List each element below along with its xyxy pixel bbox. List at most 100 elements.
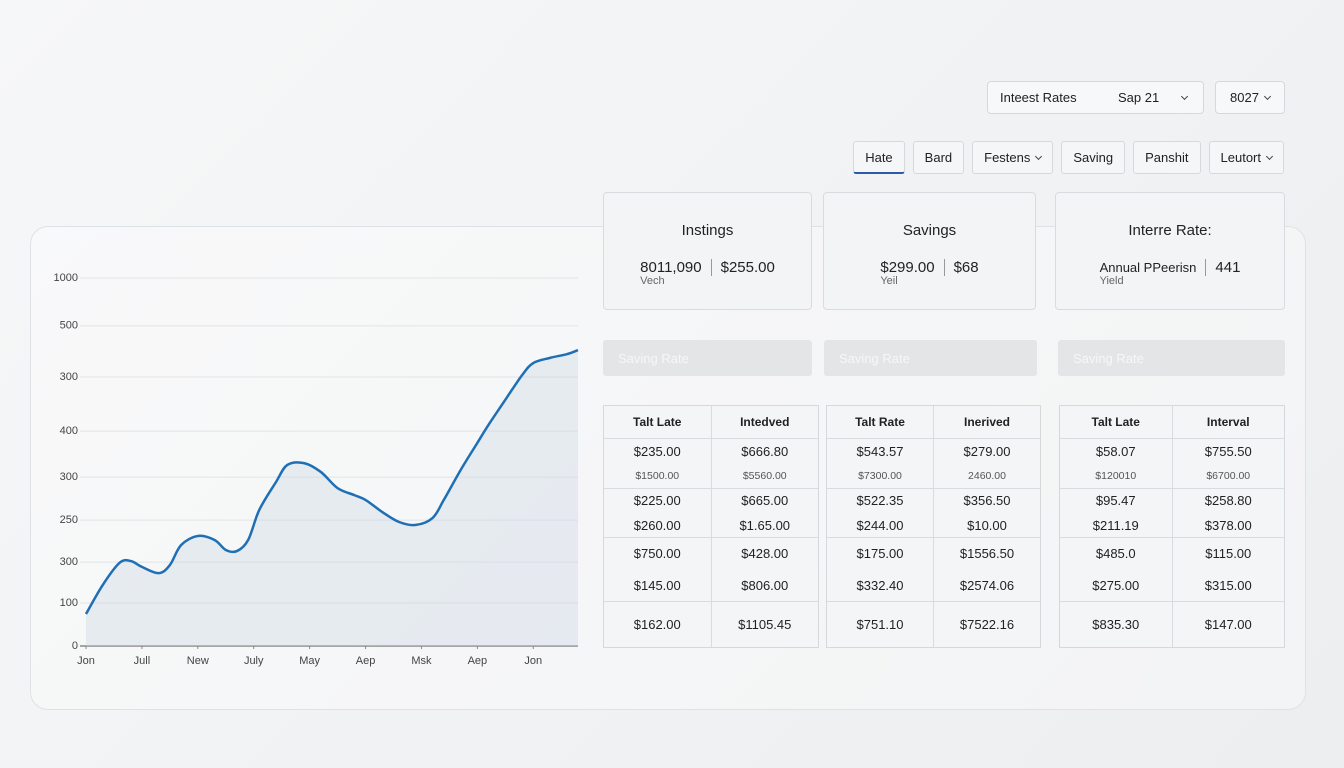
cell-text: $258.80 bbox=[1204, 493, 1252, 509]
cell-text: $95.47 bbox=[1095, 493, 1136, 509]
table-cell: $665.00 $1.65.00 bbox=[710, 488, 819, 538]
cell-text: $666.80 bbox=[741, 444, 789, 460]
table-cell: $835.30 bbox=[1060, 602, 1172, 647]
card-title: Instings bbox=[681, 222, 734, 239]
cell-text: $260.00 bbox=[633, 517, 681, 533]
card-value: $68 bbox=[953, 259, 979, 276]
card: Interre Rate: Annual PPeerisn Yield 441 bbox=[1055, 192, 1285, 310]
cell-text: $147.00 bbox=[1204, 617, 1252, 633]
cell-text: $1105.45 bbox=[738, 617, 792, 633]
card-value: 8011,090 bbox=[640, 259, 702, 276]
cell-text: $485.0 bbox=[1095, 546, 1136, 562]
card-items: $299.00 Yeil $68 bbox=[824, 259, 1035, 287]
tab-label: Saving bbox=[1073, 150, 1114, 165]
tab[interactable]: Festens bbox=[972, 141, 1054, 174]
y-tick-label: 300 bbox=[60, 471, 78, 483]
card-title: Interre Rate: bbox=[1128, 222, 1212, 239]
dropdown-value: 8027 bbox=[1230, 90, 1259, 105]
tab-label: Bard bbox=[924, 150, 953, 165]
cell-text: $145.00 bbox=[633, 578, 681, 594]
table-row: $95.47 $211.19 $258.80 $378.00 bbox=[1060, 488, 1284, 539]
cell-text: $275.00 bbox=[1092, 578, 1140, 594]
header-cell: Inerived bbox=[933, 406, 1040, 438]
cell-text: $5560.00 bbox=[742, 470, 787, 483]
table-row: $175.00 $332.40 $1556.50 $2574.06 bbox=[827, 538, 1040, 603]
table-row: $162.00 $1105.45 bbox=[604, 602, 818, 647]
x-tick-label: Jon bbox=[524, 655, 542, 667]
cell-text: $175.00 bbox=[856, 546, 904, 562]
y-tick-label: 500 bbox=[60, 320, 78, 332]
x-tick-label: Aep bbox=[468, 655, 488, 667]
x-tick-label: Aep bbox=[356, 655, 376, 667]
table-cell: $95.47 $211.19 bbox=[1060, 489, 1172, 538]
cell-text: $332.40 bbox=[856, 578, 904, 594]
cell-text: $2574.06 bbox=[959, 578, 1015, 594]
tab[interactable]: Saving bbox=[1061, 141, 1126, 174]
card-item: Annual PPeerisn Yield bbox=[1091, 259, 1206, 287]
card-item: $68 bbox=[943, 259, 988, 276]
cell-text: $7522.16 bbox=[959, 617, 1015, 633]
cell-text: $751.10 bbox=[856, 617, 904, 633]
table-row: $58.07 $120010 $755.50 $6700.00 bbox=[1060, 439, 1284, 489]
y-tick-label: 300 bbox=[60, 371, 78, 383]
x-tick-label: May bbox=[299, 655, 320, 667]
cell-text: $211.19 bbox=[1092, 517, 1139, 533]
table-row: $835.30 $147.00 bbox=[1060, 602, 1284, 647]
cell-text: $755.50 bbox=[1204, 444, 1252, 460]
card-item: $299.00 Yeil bbox=[871, 259, 943, 287]
cell-text: $120010 bbox=[1095, 470, 1137, 483]
dropdown[interactable]: Inteest Rates Sap 21 bbox=[987, 81, 1204, 114]
table-cell: $235.00 $1500.00 bbox=[604, 439, 711, 488]
table-cell: $115.00 $315.00 bbox=[1171, 538, 1285, 602]
card-value: 441 bbox=[1215, 259, 1241, 276]
card-items: Annual PPeerisn Yield 441 bbox=[1056, 259, 1284, 287]
x-tick-label: Jull bbox=[134, 655, 151, 667]
button[interactable]: Saving Rate bbox=[1058, 340, 1285, 376]
y-tick-label: 250 bbox=[60, 514, 78, 526]
tab[interactable]: Bard bbox=[912, 141, 965, 174]
table-cell: $428.00 $806.00 bbox=[710, 538, 819, 602]
dropdown[interactable]: 8027 bbox=[1215, 81, 1285, 114]
cell-text: $428.00 bbox=[741, 546, 789, 562]
header-cell: Talt Late bbox=[633, 415, 682, 429]
card-value: $255.00 bbox=[720, 259, 775, 276]
cell-text: $665.00 bbox=[741, 493, 789, 509]
table-cell: $58.07 $120010 bbox=[1060, 439, 1172, 488]
cell-text: $835.30 bbox=[1092, 617, 1140, 633]
cell-text: $225.00 bbox=[633, 493, 681, 509]
line bbox=[84, 348, 579, 615]
tab[interactable]: Hate bbox=[853, 141, 905, 174]
table-cell: $225.00 $260.00 bbox=[604, 489, 711, 538]
table-cell: $356.50 $10.00 bbox=[933, 488, 1040, 538]
header-cell: Intedved bbox=[710, 406, 819, 438]
cell-text: $7300.00 bbox=[858, 470, 902, 483]
table-cell: $522.35 $244.00 bbox=[827, 489, 933, 538]
card-value: $299.00 bbox=[880, 259, 935, 276]
table-row: $225.00 $260.00 $665.00 $1.65.00 bbox=[604, 488, 819, 539]
chevron bbox=[1265, 152, 1274, 160]
chart: 0 100 300 250 300 400 300 500 1000 Jon Jull New July… bbox=[54, 272, 579, 667]
tab-label: Hate bbox=[865, 149, 893, 165]
table-row: $543.57 $7300.00 $279.00 2460.00 bbox=[827, 439, 1040, 489]
table-cell: $1105.45 bbox=[710, 602, 819, 647]
chevron bbox=[1180, 92, 1189, 100]
button[interactable]: Saving Rate bbox=[603, 340, 812, 376]
table-cell: $751.10 bbox=[827, 602, 933, 647]
y-tick-label: 400 bbox=[60, 425, 78, 437]
y-tick-label: 1000 bbox=[54, 272, 78, 284]
cell-text: $522.35 bbox=[856, 493, 904, 509]
cell-text: $1556.50 bbox=[959, 546, 1015, 562]
table-row: $751.10 $7522.16 bbox=[827, 602, 1040, 647]
x-tick-label: Msk bbox=[411, 655, 432, 667]
table-row: $485.0 $275.00 $115.00 $315.00 bbox=[1060, 538, 1285, 603]
tab[interactable]: Leutort bbox=[1208, 141, 1284, 174]
table-row: $522.35 $244.00 $356.50 $10.00 bbox=[827, 488, 1040, 539]
cell-text: $315.00 bbox=[1204, 578, 1252, 594]
table-cell: $162.00 bbox=[604, 602, 711, 647]
tab[interactable]: Panshit bbox=[1133, 141, 1201, 174]
table-cell: $750.00 $145.00 bbox=[604, 538, 711, 601]
card-item: 8011,090 Vech bbox=[631, 259, 710, 287]
button[interactable]: Saving Rate bbox=[824, 340, 1037, 376]
table-cell: $175.00 $332.40 bbox=[827, 538, 933, 601]
